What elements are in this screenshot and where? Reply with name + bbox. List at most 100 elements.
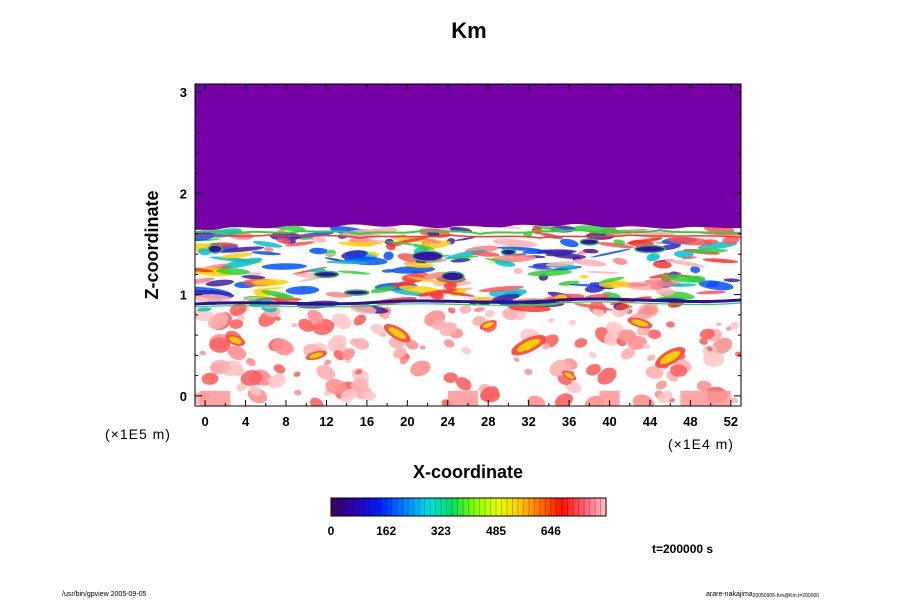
turbulence-streak xyxy=(473,307,485,313)
scatter-feature xyxy=(227,345,247,361)
feature-inner xyxy=(229,336,242,344)
scatter-feature xyxy=(355,369,363,375)
scatter-feature xyxy=(405,339,419,350)
turbulence-streak xyxy=(497,246,542,251)
scatter-feature xyxy=(645,365,664,379)
scatter-feature xyxy=(209,359,231,375)
scatter-feature xyxy=(333,350,345,361)
turbulence-streak xyxy=(417,288,459,297)
turbulence-streak xyxy=(722,236,740,245)
scatter-feature xyxy=(670,364,688,377)
scatter-feature xyxy=(207,312,229,330)
turbulence-streak xyxy=(423,271,448,280)
turbulence-streak xyxy=(195,266,214,273)
scatter-feature xyxy=(400,357,408,365)
turbulence-streak xyxy=(646,253,660,262)
turbulence-streak xyxy=(508,304,551,313)
turbulence-streak xyxy=(324,252,337,256)
upper-boundary-red xyxy=(195,234,741,239)
turbulence-streak xyxy=(569,283,611,287)
colorbar-tick-label: 323 xyxy=(431,524,451,538)
lower-boundary-band xyxy=(195,297,741,306)
scatter-feature xyxy=(502,308,518,321)
turbulence-streak xyxy=(491,293,520,302)
turbulence-streak xyxy=(590,248,632,258)
x-tick-label: 0 xyxy=(201,414,208,429)
y-tick-label: 2 xyxy=(180,186,187,201)
scatter-feature xyxy=(331,313,352,330)
turbulence-streak xyxy=(690,266,701,274)
turbulence-streak xyxy=(221,252,253,259)
scatter-feature xyxy=(589,351,597,359)
turbulence-streak xyxy=(220,257,263,269)
scatter-feature xyxy=(340,388,357,403)
turbulence-streak xyxy=(309,247,328,255)
scatter-feature xyxy=(353,338,370,350)
turbulence-streak xyxy=(702,258,739,264)
scatter-feature xyxy=(574,338,588,348)
turbulence-core xyxy=(441,271,465,282)
x-tick-label: 48 xyxy=(683,414,697,429)
turbulence-streak xyxy=(420,240,452,249)
turbulence-streak xyxy=(612,257,628,265)
turbulence-streak xyxy=(205,279,234,287)
turbulence-streak xyxy=(706,281,720,288)
feature-inner xyxy=(388,327,407,339)
turbulence-streak xyxy=(687,275,706,283)
scatter-feature xyxy=(316,365,336,381)
bottom-band xyxy=(200,390,231,406)
x-tick-label: 32 xyxy=(521,414,535,429)
scatter-feature xyxy=(513,357,520,362)
x-axis-label: X-coordinate xyxy=(413,462,523,482)
turbulence-streak xyxy=(195,231,215,242)
bottom-band xyxy=(680,390,731,406)
scatter-feature xyxy=(240,370,263,386)
upper-region xyxy=(195,84,741,230)
scatter-feature xyxy=(666,321,675,328)
turbulence-streak xyxy=(579,275,589,279)
scatter-feature xyxy=(455,377,472,391)
turbulence-streak xyxy=(655,287,675,296)
turbulence-streak xyxy=(643,231,670,237)
scatter-feature xyxy=(642,343,651,349)
scatter-feature xyxy=(568,319,577,326)
scatter-feature xyxy=(584,395,605,406)
turbulence-streak xyxy=(380,240,427,247)
turbulence-streak xyxy=(686,248,729,253)
lower-boundary-edge xyxy=(195,301,741,308)
turbulence-streak xyxy=(351,242,384,245)
turbulence-streak xyxy=(560,238,579,248)
scatter-feature xyxy=(229,319,244,329)
x-tick-label: 44 xyxy=(643,414,658,429)
scatter-feature xyxy=(209,337,231,353)
feature-inner xyxy=(564,372,574,379)
y-tick-label: 3 xyxy=(180,85,187,100)
turbulence-streak xyxy=(261,290,295,299)
scatter-feature xyxy=(327,334,347,352)
upper-boundary-edge xyxy=(195,228,741,236)
turbulence-streak xyxy=(424,239,442,244)
scatter-feature xyxy=(480,386,499,402)
scatter-feature xyxy=(699,328,715,340)
turbulence-streak xyxy=(285,286,320,295)
turbulence-streak xyxy=(492,238,538,248)
turbulence-core xyxy=(579,238,600,246)
scatter-feature xyxy=(350,378,369,392)
x-tick-label: 20 xyxy=(400,414,414,429)
turbulence-streak xyxy=(392,289,428,296)
scatter-feature xyxy=(294,389,302,396)
feature-inner xyxy=(309,352,324,359)
turbulence-streak xyxy=(681,256,697,260)
turbulence-streak xyxy=(252,240,283,248)
turbulence-streak xyxy=(251,279,289,286)
scatter-feature xyxy=(341,348,356,360)
turbulence-streak xyxy=(696,290,727,295)
scatter-feature xyxy=(310,397,324,406)
x-tick-label: 24 xyxy=(441,414,456,429)
feature-inner xyxy=(631,319,649,327)
scatter-feature xyxy=(273,364,286,374)
turbulence-streak xyxy=(513,267,523,275)
colorbar-divisions xyxy=(336,498,601,516)
turbulence-streak xyxy=(406,276,447,284)
colorbar-ticks: 0 162 323 485 646 xyxy=(328,524,562,538)
